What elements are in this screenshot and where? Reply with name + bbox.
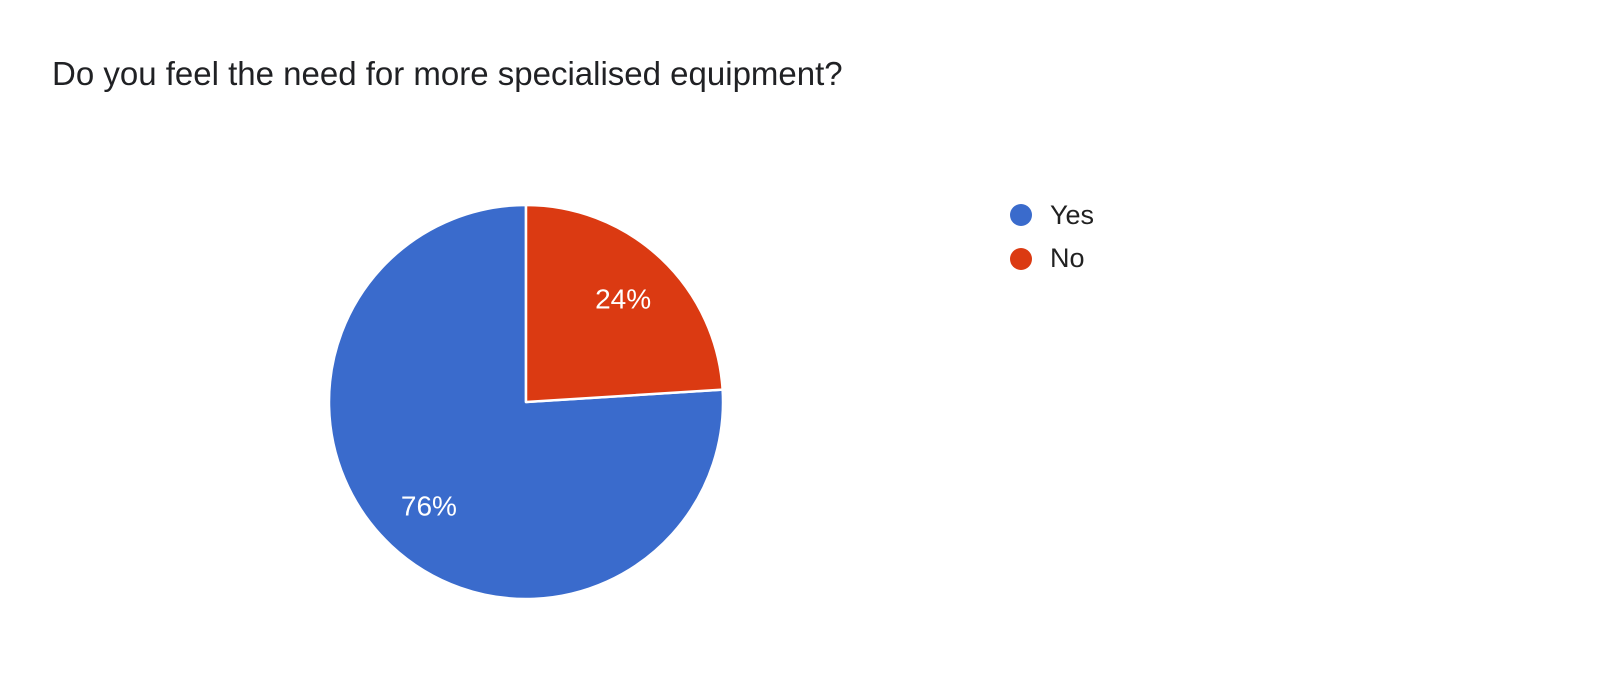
legend: Yes No [1010, 199, 1094, 275]
chart-title: Do you feel the need for more specialise… [52, 55, 843, 92]
pie-chart: 76% 24% [327, 203, 725, 601]
pie-slice-label: 24% [595, 284, 651, 315]
legend-item-yes: Yes [1010, 199, 1094, 231]
pie-slice-label: 76% [401, 490, 457, 521]
legend-swatch-yes [1010, 204, 1032, 227]
legend-label-no: No [1050, 243, 1085, 274]
legend-swatch-no [1010, 247, 1032, 270]
legend-label-yes: Yes [1050, 200, 1095, 230]
pie-slice-yes[interactable] [327, 203, 725, 601]
legend-item-no: No [1010, 242, 1094, 274]
pie-slice-no[interactable] [524, 203, 724, 404]
